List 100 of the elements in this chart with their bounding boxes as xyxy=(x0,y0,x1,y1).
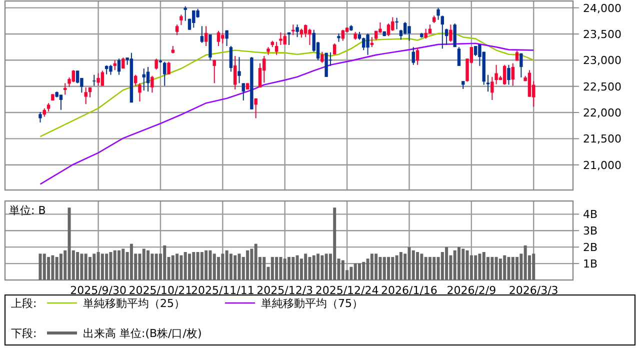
candlestick xyxy=(92,74,96,86)
candlestick xyxy=(163,61,166,86)
bar xyxy=(420,254,424,280)
bar xyxy=(113,250,116,280)
bar xyxy=(503,255,506,280)
candlestick xyxy=(109,64,112,76)
bar xyxy=(324,254,328,280)
candlestick xyxy=(362,37,366,51)
candlestick xyxy=(457,46,461,66)
x-tick-label: 2026/1/16 xyxy=(381,284,438,297)
bar xyxy=(109,252,112,280)
y-tick-label: 1B xyxy=(583,258,598,271)
candlestick xyxy=(279,32,282,46)
bar xyxy=(453,250,456,280)
bar xyxy=(176,254,179,280)
legend-title: 上段: xyxy=(11,297,37,310)
bar xyxy=(221,254,224,280)
bar xyxy=(184,252,187,280)
bar xyxy=(192,252,196,280)
x-tick-label: 2026/3/3 xyxy=(508,284,558,297)
bar xyxy=(225,250,228,280)
bar xyxy=(308,256,312,280)
candlestick xyxy=(490,76,494,100)
y-tick-label: 23,000 xyxy=(583,54,622,68)
bar xyxy=(428,256,432,280)
bar xyxy=(516,256,519,280)
bar xyxy=(196,252,200,280)
bar xyxy=(122,248,125,280)
bar xyxy=(92,254,96,280)
bar xyxy=(395,255,398,280)
candlestick xyxy=(424,28,428,40)
candlestick xyxy=(212,59,216,84)
bar xyxy=(498,258,502,280)
y-tick-label: 24,000 xyxy=(583,2,622,15)
candlestick xyxy=(238,56,241,84)
bar xyxy=(341,260,344,280)
bar xyxy=(354,264,357,280)
bar xyxy=(462,248,465,280)
candlestick xyxy=(72,70,76,83)
candlestick xyxy=(453,23,456,48)
candlestick xyxy=(333,42,336,55)
bar xyxy=(171,255,174,280)
bar xyxy=(68,208,71,280)
bar xyxy=(234,255,237,280)
candlestick xyxy=(395,17,398,30)
bar xyxy=(283,258,286,280)
bar xyxy=(208,250,212,280)
candlestick xyxy=(292,24,295,36)
bar xyxy=(362,262,366,280)
bar xyxy=(88,256,92,280)
candlestick xyxy=(304,24,308,38)
bar xyxy=(38,254,42,280)
y-tick-label: 23,500 xyxy=(583,28,622,41)
bar xyxy=(474,255,478,280)
candlestick xyxy=(416,47,420,66)
bar xyxy=(254,244,258,280)
y-tick-label: 4B xyxy=(583,208,598,222)
bar xyxy=(350,266,353,280)
bar xyxy=(142,248,146,280)
bar xyxy=(47,256,50,280)
legend-label: 出来高 単位:(B株/口/枚) xyxy=(83,327,202,340)
bar xyxy=(84,254,88,280)
bar xyxy=(391,256,394,280)
candlestick xyxy=(96,72,100,86)
candlestick xyxy=(216,30,220,47)
y-tick-label: 21,000 xyxy=(583,158,622,172)
x-tick-label: 2025/11/11 xyxy=(190,284,254,297)
candlestick xyxy=(146,66,150,92)
bar xyxy=(262,256,266,280)
candlestick xyxy=(258,62,262,88)
candlestick xyxy=(436,7,440,20)
candlestick xyxy=(403,21,407,36)
candlestick xyxy=(408,26,411,42)
bar xyxy=(246,250,250,280)
bar xyxy=(378,256,382,280)
bar xyxy=(416,252,420,280)
candlestick xyxy=(208,34,212,61)
bar xyxy=(130,244,133,280)
bar xyxy=(408,247,411,280)
bar xyxy=(387,256,390,280)
candlestick xyxy=(234,55,237,90)
bar xyxy=(154,254,158,280)
candlestick xyxy=(225,30,228,47)
bar xyxy=(200,252,204,280)
candlestick xyxy=(366,32,370,56)
candlestick xyxy=(229,46,233,72)
candlestick xyxy=(221,32,224,44)
bar xyxy=(424,256,428,280)
candlestick xyxy=(486,74,490,92)
bar xyxy=(304,254,308,280)
bar xyxy=(333,208,336,280)
bar xyxy=(296,255,299,280)
candlestick xyxy=(449,24,452,42)
candlestick xyxy=(391,16,394,32)
bar xyxy=(229,254,232,280)
bar xyxy=(51,255,54,280)
bar xyxy=(507,256,510,280)
bar xyxy=(150,254,154,280)
candlestick xyxy=(154,58,158,70)
candlestick xyxy=(150,75,154,94)
